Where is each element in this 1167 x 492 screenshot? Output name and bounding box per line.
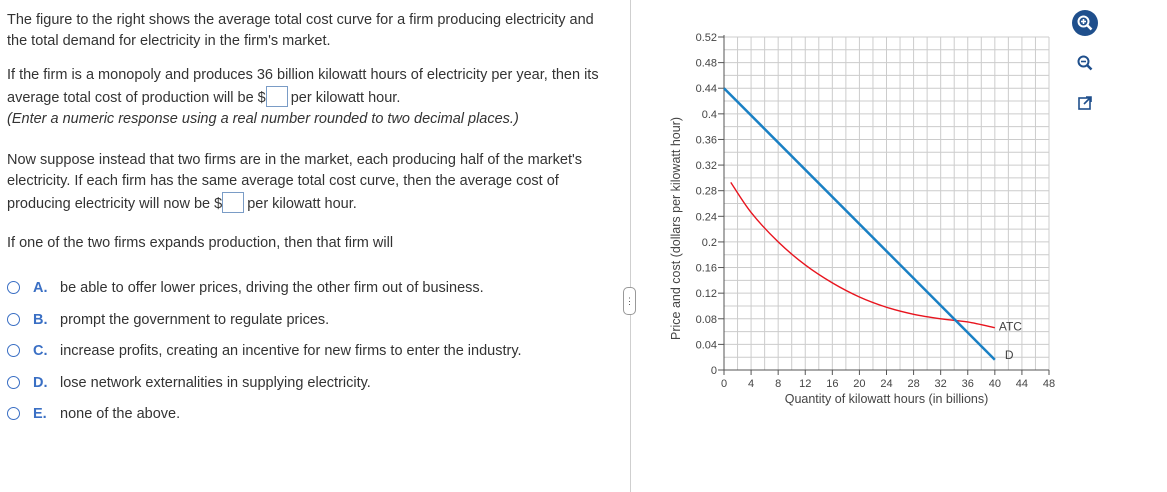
option-d[interactable]: D. lose network externalities in supplyin… bbox=[7, 373, 607, 405]
question-2: Now suppose instead that two firms are i… bbox=[7, 150, 607, 215]
option-letter: D. bbox=[33, 374, 48, 391]
q2-text: Now suppose instead that two firms are i… bbox=[7, 152, 583, 212]
x-tick-label: 12 bbox=[799, 378, 811, 390]
y-tick-label: 0.04 bbox=[696, 339, 717, 351]
x-tick-label: 48 bbox=[1043, 378, 1055, 390]
q1-hint: (Enter a numeric response using a real n… bbox=[7, 111, 519, 127]
option-text: prompt the government to regulate prices… bbox=[60, 311, 330, 328]
y-axis-label: Price and cost (dollars per kilowatt hou… bbox=[669, 117, 683, 340]
x-tick-label: 0 bbox=[721, 378, 727, 390]
y-tick-label: 0.36 bbox=[696, 134, 717, 146]
x-tick-label: 4 bbox=[748, 378, 754, 390]
y-tick-label: 0.2 bbox=[702, 237, 717, 249]
option-a[interactable]: A. be able to offer lower prices, driving… bbox=[7, 278, 607, 310]
option-b[interactable]: B. prompt the government to regulate pric… bbox=[7, 310, 607, 342]
option-e[interactable]: E. none of the above. bbox=[7, 404, 607, 436]
x-tick-label: 28 bbox=[907, 378, 919, 390]
option-text: lose network externalities in supplying … bbox=[60, 374, 371, 391]
y-tick-label: 0.08 bbox=[696, 314, 717, 326]
option-letter: C. bbox=[33, 343, 48, 359]
series-line-d bbox=[723, 87, 996, 361]
q1-answer-input[interactable] bbox=[265, 86, 288, 107]
question-3: If one of the two firms expands producti… bbox=[7, 235, 394, 251]
y-tick-label: 0.48 bbox=[696, 58, 717, 70]
y-tick-label: 0.16 bbox=[696, 263, 717, 275]
option-letter: E. bbox=[33, 406, 47, 422]
y-tick-label: 0.4 bbox=[702, 109, 717, 121]
q1-unit: per kilowatt hour. bbox=[290, 90, 401, 106]
question-1: If the firm is a monopoly and produces 3… bbox=[7, 65, 607, 130]
radio-b[interactable] bbox=[7, 312, 20, 326]
x-tick-label: 8 bbox=[775, 378, 781, 390]
y-tick-label: 0.44 bbox=[696, 83, 717, 95]
zoom-out-icon[interactable] bbox=[1072, 50, 1098, 76]
radio-a[interactable] bbox=[7, 281, 20, 294]
y-tick-label: 0.24 bbox=[696, 211, 717, 223]
y-tick-label: 0.12 bbox=[696, 288, 717, 300]
panel-divider bbox=[630, 0, 631, 492]
x-tick-label: 36 bbox=[962, 378, 974, 390]
cost-demand-chart: 0 0.04 0.08 0.12 0.16 0.2 0.24 0.28 0.32 0.36 0.4 0… bbox=[669, 32, 1055, 406]
radio-c[interactable] bbox=[7, 344, 20, 357]
zoom-in-icon[interactable] bbox=[1072, 10, 1098, 36]
answer-options: A. be able to offer lower prices, driving… bbox=[7, 278, 607, 436]
x-tick-label: 40 bbox=[989, 378, 1001, 390]
x-axis-label: Quantity of kilowatt hours (in billions) bbox=[785, 392, 989, 406]
series-label-d: D bbox=[1005, 348, 1014, 362]
y-tick-label: 0 bbox=[711, 365, 717, 377]
option-letter: B. bbox=[33, 311, 48, 328]
series-line-atc bbox=[730, 181, 995, 329]
popout-icon[interactable] bbox=[1072, 90, 1098, 116]
option-letter: A. bbox=[33, 280, 48, 296]
series-label-atc: ATC bbox=[999, 320, 1022, 334]
q2-unit: per kilowatt hour. bbox=[247, 196, 357, 212]
question-intro: The figure to the right shows the averag… bbox=[7, 12, 594, 49]
option-text: none of the above. bbox=[60, 406, 181, 422]
radio-d[interactable] bbox=[7, 375, 20, 389]
y-tick-label: 0.52 bbox=[696, 32, 717, 44]
x-tick-label: 20 bbox=[853, 378, 865, 390]
y-tick-label: 0.28 bbox=[696, 186, 717, 198]
option-text: be able to offer lower prices, driving t… bbox=[60, 280, 484, 296]
x-tick-label: 44 bbox=[1016, 378, 1028, 390]
figure-toolbar bbox=[1072, 10, 1102, 130]
panel-resize-handle[interactable]: ⋮ bbox=[623, 287, 636, 315]
x-tick-label: 16 bbox=[826, 378, 838, 390]
q1-text: If the firm is a monopoly and produces 3… bbox=[7, 67, 599, 106]
q2-answer-input[interactable] bbox=[222, 192, 245, 213]
option-c[interactable]: C. increase profits, creating an incentiv… bbox=[7, 341, 607, 373]
option-text: increase profits, creating an incentive … bbox=[60, 343, 522, 359]
x-tick-label: 24 bbox=[880, 378, 892, 390]
y-tick-label: 0.32 bbox=[696, 160, 717, 172]
x-tick-label: 32 bbox=[935, 378, 947, 390]
radio-e[interactable] bbox=[7, 407, 20, 420]
